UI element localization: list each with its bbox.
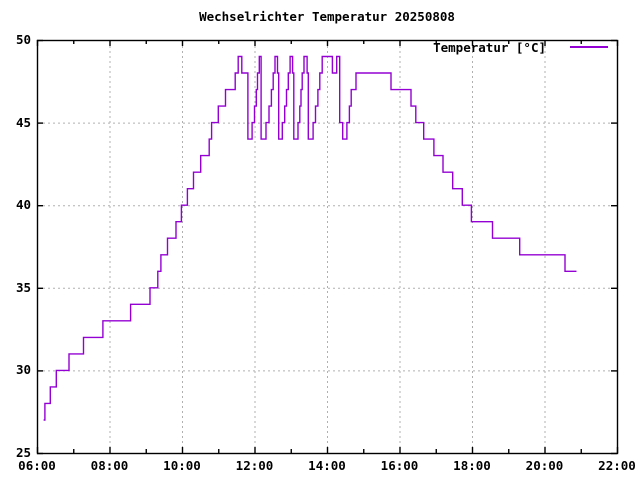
y-tick-label: 40 [15,197,31,213]
x-tick-label: 14:00 [308,458,346,473]
y-tick-label: 35 [15,279,31,295]
y-tick-label: 25 [15,445,31,460]
y-tick-label: 50 [15,32,31,47]
y-tick-label: 45 [15,114,31,130]
chart-title: Wechselrichter Temperatur 20250808 [199,9,455,24]
x-tick-label: 12:00 [235,458,274,473]
x-tick-label: 10:00 [163,458,201,473]
legend: Temperatur [°C] [0,40,640,55]
temperature-series-line [43,55,577,421]
legend-line-sample-icon [570,46,608,48]
x-tick-label: 18:00 [453,458,491,473]
x-tick-label: 22:00 [598,458,636,473]
y-tick-label: 30 [15,362,31,378]
x-tick-label: 20:00 [525,458,564,473]
x-tick-label: 06:00 [18,458,56,473]
x-tick-label: 08:00 [90,458,129,473]
x-tick-label: 16:00 [380,458,419,473]
legend-series-label: Temperatur [°C] [433,40,546,55]
